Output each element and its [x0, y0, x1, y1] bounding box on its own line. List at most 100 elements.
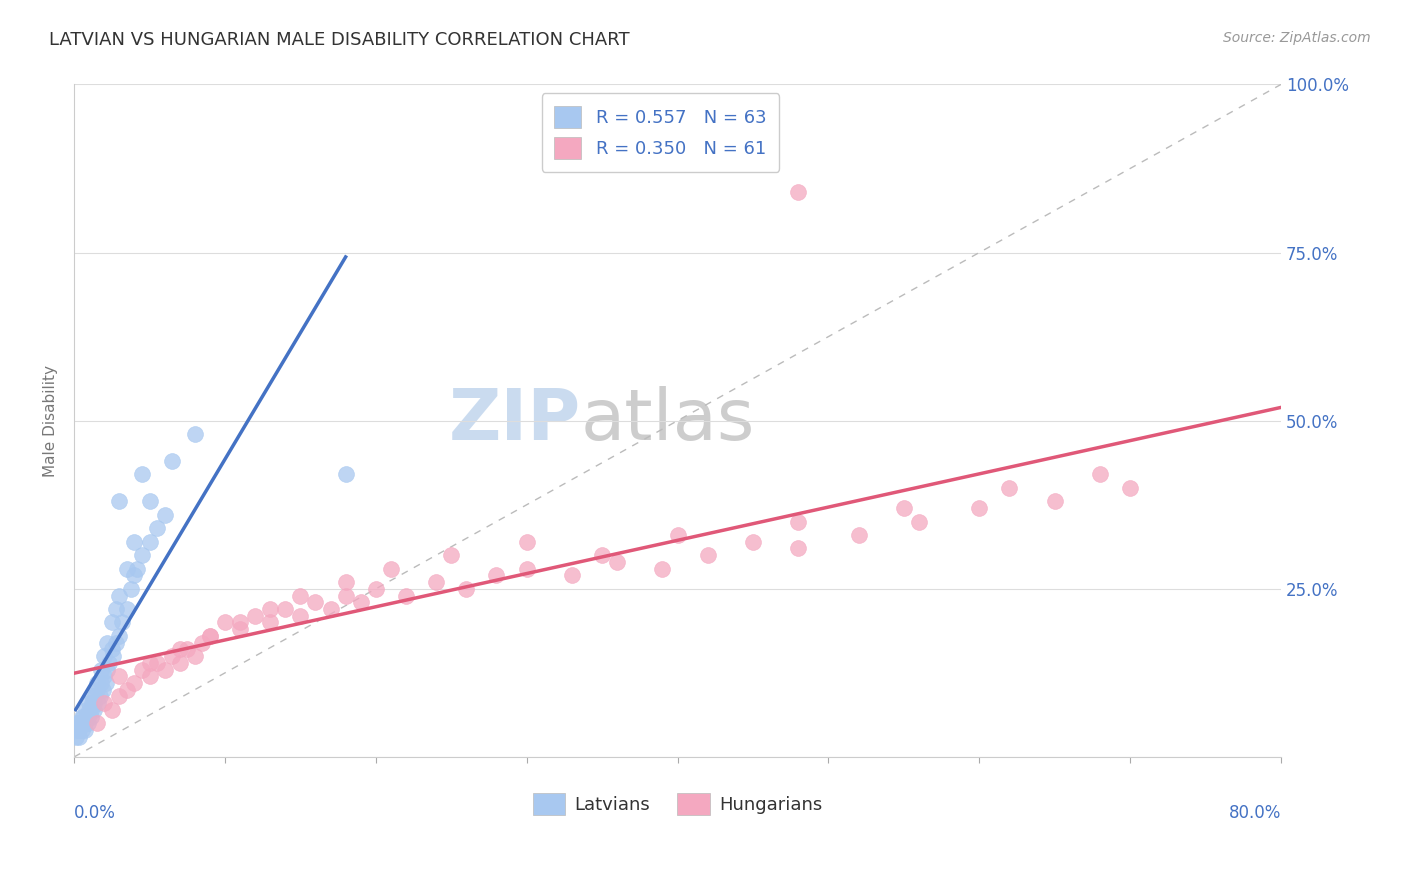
Point — [146, 656, 169, 670]
Point — [77, 703, 100, 717]
Point — [111, 615, 134, 630]
Point — [131, 663, 153, 677]
Point — [69, 716, 91, 731]
Point — [97, 656, 120, 670]
Point — [69, 716, 91, 731]
Point — [229, 622, 252, 636]
Point — [75, 703, 97, 717]
Point — [138, 656, 160, 670]
Point — [94, 676, 117, 690]
Point — [83, 703, 105, 717]
Point — [86, 676, 108, 690]
Point — [350, 595, 373, 609]
Point — [1119, 481, 1142, 495]
Point — [90, 676, 112, 690]
Point — [105, 635, 128, 649]
Point — [124, 568, 146, 582]
Point — [742, 534, 765, 549]
Point — [76, 716, 98, 731]
Point — [198, 629, 221, 643]
Point — [319, 602, 342, 616]
Point — [93, 669, 115, 683]
Point — [77, 696, 100, 710]
Point — [72, 709, 94, 723]
Point — [89, 690, 111, 704]
Point — [243, 608, 266, 623]
Point — [96, 663, 118, 677]
Point — [184, 649, 207, 664]
Point — [787, 515, 810, 529]
Point — [335, 467, 357, 482]
Point — [516, 534, 538, 549]
Point — [65, 730, 87, 744]
Point — [153, 508, 176, 522]
Point — [696, 548, 718, 562]
Text: Source: ZipAtlas.com: Source: ZipAtlas.com — [1223, 31, 1371, 45]
Point — [651, 562, 673, 576]
Point — [380, 562, 402, 576]
Point — [591, 548, 613, 562]
Point — [93, 649, 115, 664]
Point — [516, 562, 538, 576]
Point — [138, 669, 160, 683]
Point — [138, 494, 160, 508]
Point — [259, 615, 281, 630]
Point — [115, 682, 138, 697]
Point — [259, 602, 281, 616]
Point — [169, 656, 191, 670]
Point — [66, 716, 89, 731]
Point — [198, 629, 221, 643]
Y-axis label: Male Disability: Male Disability — [44, 365, 58, 476]
Point — [108, 629, 131, 643]
Point — [101, 703, 124, 717]
Text: 0.0%: 0.0% — [75, 804, 115, 822]
Text: ZIP: ZIP — [449, 386, 581, 455]
Point — [967, 501, 990, 516]
Point — [91, 682, 114, 697]
Point — [176, 642, 198, 657]
Point — [93, 696, 115, 710]
Point — [214, 615, 236, 630]
Point — [787, 185, 810, 199]
Point — [67, 723, 90, 737]
Point — [1088, 467, 1111, 482]
Point — [561, 568, 583, 582]
Text: atlas: atlas — [581, 386, 755, 455]
Point — [67, 730, 90, 744]
Point — [90, 663, 112, 677]
Text: LATVIAN VS HUNGARIAN MALE DISABILITY CORRELATION CHART: LATVIAN VS HUNGARIAN MALE DISABILITY COR… — [49, 31, 630, 49]
Point — [76, 709, 98, 723]
Point — [124, 534, 146, 549]
Point — [124, 676, 146, 690]
Point — [440, 548, 463, 562]
Point — [86, 682, 108, 697]
Point — [108, 494, 131, 508]
Point — [787, 541, 810, 556]
Point — [998, 481, 1021, 495]
Point — [666, 528, 689, 542]
Point — [82, 690, 104, 704]
Point — [364, 582, 387, 596]
Point — [191, 635, 214, 649]
Point — [290, 589, 312, 603]
Point — [115, 562, 138, 576]
Point — [1043, 494, 1066, 508]
Point — [335, 589, 357, 603]
Point — [456, 582, 478, 596]
Point — [146, 521, 169, 535]
Point — [84, 690, 107, 704]
Point — [274, 602, 297, 616]
Point — [82, 696, 104, 710]
Legend: Latvians, Hungarians: Latvians, Hungarians — [526, 786, 830, 822]
Point — [86, 716, 108, 731]
Point — [103, 649, 125, 664]
Point — [105, 602, 128, 616]
Text: 80.0%: 80.0% — [1229, 804, 1281, 822]
Point — [101, 642, 124, 657]
Point — [290, 608, 312, 623]
Point — [848, 528, 870, 542]
Point — [153, 663, 176, 677]
Point — [169, 642, 191, 657]
Point — [70, 709, 93, 723]
Point — [79, 703, 101, 717]
